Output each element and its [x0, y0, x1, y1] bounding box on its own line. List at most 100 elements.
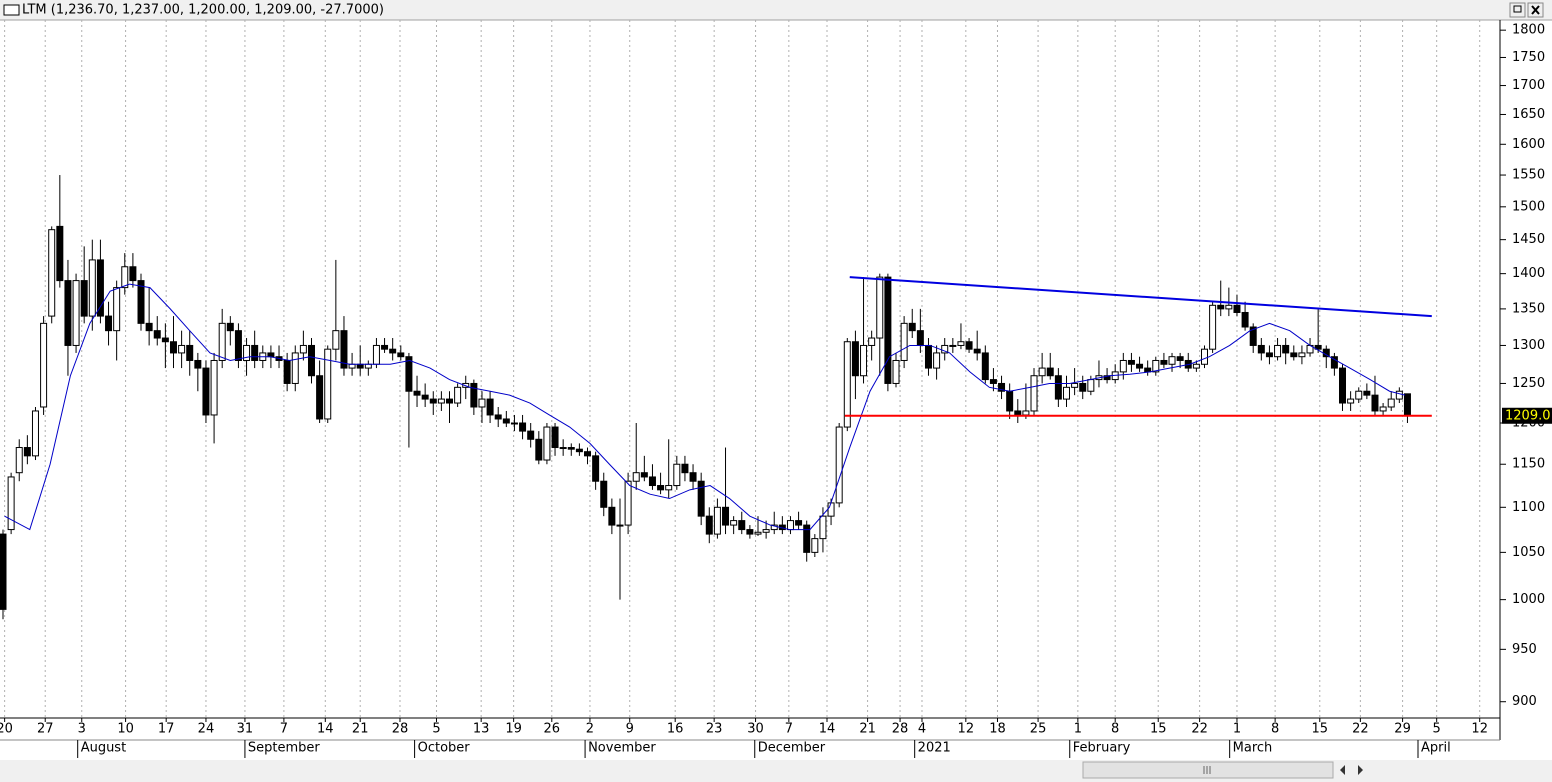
candle-body — [1014, 410, 1022, 416]
candle-body — [478, 398, 486, 408]
candle-body — [1200, 348, 1208, 365]
close-icon — [1531, 5, 1540, 15]
x-tick-label: 4 — [918, 722, 926, 737]
candle-body — [1176, 356, 1184, 361]
candle-body — [1330, 356, 1338, 369]
candle-body — [860, 344, 868, 377]
x-tick-label: 31 — [237, 722, 254, 737]
candle-body — [584, 451, 592, 457]
x-tick-label: 27 — [37, 722, 54, 737]
candle-body — [31, 410, 39, 457]
x-tick-label: 13 — [473, 722, 490, 737]
x-tick-label: 26 — [544, 722, 561, 737]
candle-body — [1192, 363, 1200, 369]
candle-body — [1298, 352, 1306, 358]
y-tick-label: 1550 — [1512, 168, 1545, 183]
x-tick-label: 14 — [317, 722, 334, 737]
candle-body — [738, 520, 746, 531]
x-tick-label: 29 — [1394, 722, 1411, 737]
candle-body — [1225, 304, 1233, 310]
candle-body — [608, 506, 616, 526]
candle-body — [356, 363, 364, 369]
candle-body — [446, 398, 454, 404]
candle-body — [1127, 359, 1135, 365]
month-label: April — [1421, 741, 1451, 756]
x-tick-label: 25 — [1030, 722, 1047, 737]
candle-body — [202, 367, 210, 416]
y-tick-label: 950 — [1512, 642, 1537, 657]
candle-body — [575, 448, 583, 453]
x-tick-label: 17 — [158, 722, 175, 737]
candle-body — [811, 538, 819, 553]
x-tick-label: 28 — [892, 722, 909, 737]
candle-body — [1403, 393, 1411, 417]
candle-body — [519, 422, 527, 432]
candle-body — [657, 485, 665, 491]
candle-body — [72, 280, 80, 346]
x-tick-label: 12 — [958, 722, 975, 737]
y-tick-label: 1100 — [1512, 500, 1545, 515]
candle-body — [762, 529, 770, 533]
x-tick-label: 30 — [747, 722, 764, 737]
scroll-arrows[interactable] — [1340, 765, 1363, 775]
scrollbar-thumb[interactable] — [1082, 761, 1334, 779]
candle-body — [697, 480, 705, 517]
y-tick-label: 1150 — [1512, 457, 1545, 472]
candle-body — [1168, 356, 1176, 365]
candle-body — [1387, 398, 1395, 408]
candle-body — [283, 359, 291, 384]
candle-body — [803, 524, 811, 553]
candle-body — [1379, 406, 1387, 412]
candle-body — [892, 359, 900, 384]
y-tick-label: 1050 — [1512, 545, 1545, 560]
month-label: December — [758, 741, 826, 756]
candle-body — [1030, 375, 1038, 412]
candle-body — [80, 280, 88, 317]
candle-body — [218, 322, 226, 361]
candle-body — [169, 341, 177, 354]
candle-body — [226, 322, 234, 332]
candle-body — [535, 438, 543, 461]
candle-body — [40, 322, 48, 408]
candle-body — [1071, 382, 1079, 388]
y-tick-label: 1650 — [1512, 107, 1545, 122]
y-tick-label: 1800 — [1512, 23, 1545, 38]
trend-line — [849, 276, 1432, 318]
x-tick-label: 22 — [1352, 722, 1369, 737]
candle-body — [153, 330, 161, 339]
candle-body — [1136, 363, 1144, 369]
candle-body — [1087, 379, 1095, 392]
candle-body — [567, 447, 575, 450]
candle-body — [876, 276, 884, 339]
candle-body — [316, 375, 324, 420]
candle-body — [1241, 311, 1249, 328]
restore-button[interactable] — [1509, 2, 1526, 18]
candle-body — [243, 344, 251, 361]
candle-body — [851, 341, 859, 377]
candle-body — [730, 520, 738, 526]
candle-body — [973, 348, 981, 354]
x-tick-label: 19 — [505, 722, 522, 737]
candle-body — [299, 344, 307, 354]
x-tick-label: 7 — [280, 722, 288, 737]
x-tick-label: 20 — [0, 722, 13, 737]
candle-body — [543, 426, 551, 461]
candle-body — [795, 520, 803, 526]
x-tick-label: 8 — [1111, 722, 1119, 737]
candle-body — [1274, 344, 1282, 358]
scroll-grip — [1203, 766, 1211, 774]
candle-body — [161, 337, 169, 343]
x-tick-label: 12 — [1471, 722, 1488, 737]
candle-body — [624, 480, 632, 526]
candle-body — [145, 322, 153, 332]
x-tick-label: 5 — [1433, 722, 1441, 737]
candle-body — [551, 426, 559, 449]
candle-body — [348, 363, 356, 369]
candle-body — [1339, 367, 1347, 404]
title-bar — [0, 0, 1552, 20]
candle-body — [364, 363, 372, 369]
y-tick-label: 1000 — [1512, 592, 1545, 607]
candle-body — [1371, 394, 1379, 412]
candle-body — [916, 330, 924, 346]
